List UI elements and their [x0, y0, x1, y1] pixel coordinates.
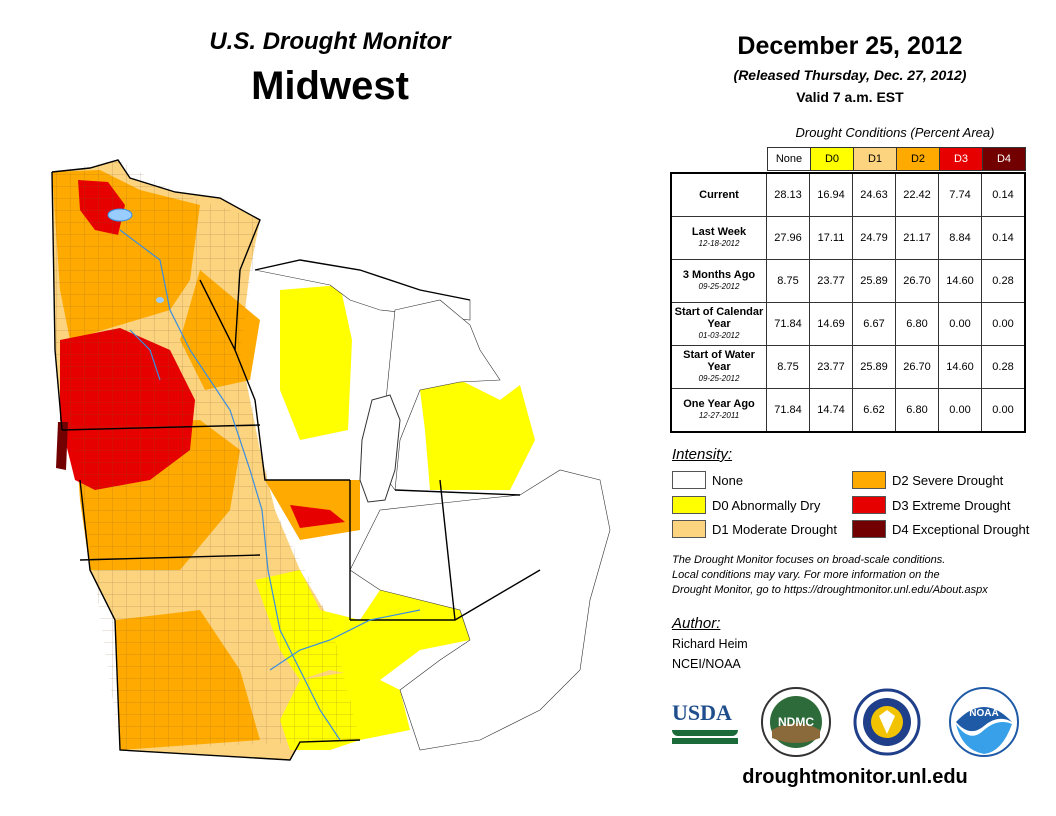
- map-date: December 25, 2012: [737, 32, 963, 60]
- drought-map: [51, 159, 611, 761]
- table-cell: 25.89: [852, 345, 896, 389]
- conditions-caption: Drought Conditions (Percent Area): [795, 125, 995, 140]
- legend-item-none: None: [672, 471, 743, 489]
- cat-d2: D2: [896, 147, 940, 171]
- table-cell: 6.80: [895, 388, 939, 433]
- svg-text:NDMC: NDMC: [778, 715, 814, 729]
- table-cell: 8.75: [766, 345, 810, 389]
- state-boundaries: [51, 159, 541, 761]
- legend-swatch-d4: [852, 520, 886, 538]
- usda-logo: USDA: [672, 700, 738, 750]
- table-cell: 0.00: [981, 388, 1026, 433]
- table-cell: 0.14: [981, 172, 1026, 217]
- region-d4-ia: [56, 422, 68, 470]
- table-row: One Year Ago 12-27-2011 71.84 14.74 6.62 6.80…: [670, 388, 1026, 433]
- row-label: Current: [670, 172, 767, 217]
- row-label: Last Week 12-18-2012: [670, 216, 767, 260]
- row-label: 3 Months Ago 09-25-2012: [670, 259, 767, 303]
- table-cell: 14.74: [809, 388, 853, 433]
- row-label: Start of Calendar Year 01-03-2012: [670, 302, 767, 346]
- region-none-oh-in: [349, 469, 611, 751]
- about-link[interactable]: Drought Monitor, go to https://droughtmo…: [672, 584, 988, 596]
- table-cell: 0.00: [938, 302, 982, 346]
- table-row: 3 Months Ago 09-25-2012 8.75 23.77 25.89 26.7…: [670, 259, 1026, 303]
- table-cell: 14.69: [809, 302, 853, 346]
- info-note: The Drought Monitor focuses on broad-sca…: [672, 553, 1042, 598]
- table-cell: 17.11: [809, 216, 853, 260]
- cat-d0: D0: [810, 147, 854, 171]
- table-cell: 26.70: [895, 345, 939, 389]
- commerce-seal-logo: [853, 688, 921, 756]
- rivers: [119, 229, 421, 741]
- legend-item-d4: D4 Exceptional Drought: [852, 520, 1029, 538]
- cat-d4: D4: [982, 147, 1026, 171]
- lake-mille-lacs: [156, 297, 164, 303]
- table-cell: 27.96: [766, 216, 810, 260]
- table-row: Current 28.13 16.94 24.63 22.42 7.74 0.14: [670, 172, 1026, 217]
- region-d3-il: [290, 505, 345, 528]
- release-date: (Released Thursday, Dec. 27, 2012): [733, 67, 967, 83]
- legend-swatch-d1: [672, 520, 706, 538]
- table-cell: 23.77: [809, 259, 853, 303]
- table-cell: 7.74: [938, 172, 982, 217]
- table-cell: 24.79: [852, 216, 896, 260]
- county-grid: [52, 160, 360, 750]
- category-header: None D0 D1 D2 D3 D4: [767, 147, 1026, 171]
- region-d0-mi: [420, 380, 535, 490]
- row-label: Start of Water Year 09-25-2012: [670, 345, 767, 389]
- table-cell: 0.00: [938, 388, 982, 433]
- lake-michigan: [359, 394, 401, 503]
- author-org: NCEI/NOAA: [672, 657, 741, 671]
- table-cell: 16.94: [809, 172, 853, 217]
- lake-red: [107, 208, 133, 222]
- table-cell: 14.60: [938, 259, 982, 303]
- region-d0-wi: [280, 285, 352, 440]
- author-title: Author:: [672, 615, 721, 632]
- legend-swatch-none: [672, 471, 706, 489]
- table-cell: 14.60: [938, 345, 982, 389]
- website-link[interactable]: droughtmonitor.unl.edu: [742, 766, 968, 788]
- table-cell: 8.75: [766, 259, 810, 303]
- legend-item-d1: D1 Moderate Drought: [672, 520, 837, 538]
- table-cell: 0.14: [981, 216, 1026, 260]
- legend-item-d0: D0 Abnormally Dry: [672, 496, 820, 514]
- table-cell: 71.84: [766, 388, 810, 433]
- table-cell: 6.80: [895, 302, 939, 346]
- valid-time: Valid 7 a.m. EST: [796, 89, 904, 105]
- map-title: U.S. Drought Monitor: [209, 28, 451, 55]
- svg-text:NOAA: NOAA: [969, 708, 998, 719]
- legend-swatch-d2: [852, 471, 886, 489]
- table-row: Last Week 12-18-2012 27.96 17.11 24.79 21.17 8…: [670, 216, 1026, 260]
- table-cell: 6.67: [852, 302, 896, 346]
- legend-item-d2: D2 Severe Drought: [852, 471, 1003, 489]
- table-cell: 6.62: [852, 388, 896, 433]
- table-cell: 0.28: [981, 259, 1026, 303]
- cat-d1: D1: [853, 147, 897, 171]
- table-cell: 0.28: [981, 345, 1026, 389]
- author-name: Richard Heim: [672, 637, 748, 651]
- row-label: One Year Ago 12-27-2011: [670, 388, 767, 433]
- table-cell: 24.63: [852, 172, 896, 217]
- legend-swatch-d0: [672, 496, 706, 514]
- table-cell: 0.00: [981, 302, 1026, 346]
- ndmc-logo: NDMC: [761, 687, 831, 757]
- table-cell: 8.84: [938, 216, 982, 260]
- region-title: Midwest: [251, 64, 409, 108]
- table-cell: 28.13: [766, 172, 810, 217]
- legend-title: Intensity:: [672, 446, 733, 463]
- conditions-table: Current 28.13 16.94 24.63 22.42 7.74 0.14 Last …: [670, 172, 1026, 433]
- table-cell: 23.77: [809, 345, 853, 389]
- table-row: Start of Calendar Year 01-03-2012 71.84 14.…: [670, 302, 1026, 346]
- table-cell: 21.17: [895, 216, 939, 260]
- cat-d3: D3: [939, 147, 983, 171]
- noaa-logo: NOAA: [949, 687, 1019, 757]
- legend-swatch-d3: [852, 496, 886, 514]
- cat-none: None: [767, 147, 811, 171]
- table-cell: 22.42: [895, 172, 939, 217]
- legend-item-d3: D3 Extreme Drought: [852, 496, 1011, 514]
- table-cell: 71.84: [766, 302, 810, 346]
- table-row: Start of Water Year 09-25-2012 8.75 23.77 25…: [670, 345, 1026, 389]
- table-cell: 26.70: [895, 259, 939, 303]
- table-cell: 25.89: [852, 259, 896, 303]
